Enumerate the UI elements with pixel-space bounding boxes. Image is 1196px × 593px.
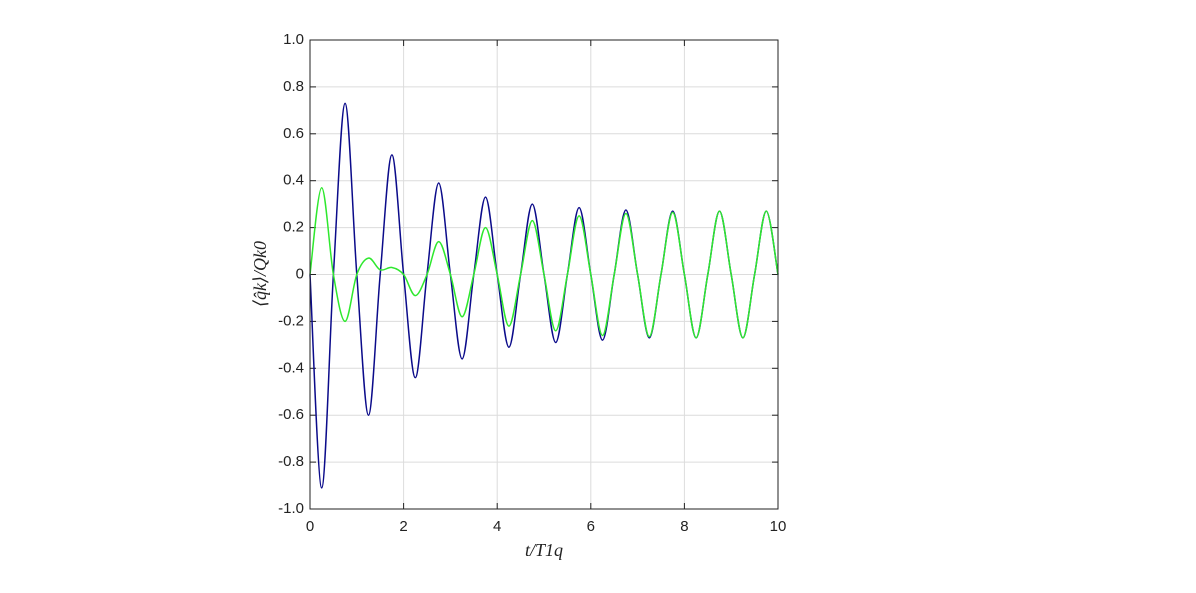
y-tick-label: 0.8 <box>283 78 304 95</box>
x-tick-label: 6 <box>587 518 595 535</box>
y-tick-label: 0.4 <box>283 172 304 189</box>
x-tick-label: 8 <box>680 518 688 535</box>
x-tick-label: 4 <box>493 518 501 535</box>
plot-frame <box>309 39 779 510</box>
y-tick-label: -0.2 <box>278 312 304 329</box>
series-line <box>309 102 779 489</box>
series-line <box>309 186 779 339</box>
y-tick-label: 1.0 <box>283 31 304 48</box>
y-tick-label: 0.6 <box>283 125 304 142</box>
y-axis-label: ⟨q̂k⟩/Qk0 <box>250 241 270 307</box>
y-tick-label: 0.2 <box>283 219 304 236</box>
y-tick-label: -0.8 <box>278 453 304 470</box>
y-tick-label: -0.4 <box>278 359 304 376</box>
y-tick-label: 0 <box>296 265 304 282</box>
y-tick-label: -0.6 <box>278 406 304 423</box>
y-tick-label: -1.0 <box>278 500 304 517</box>
x-axis-label: t/T1q <box>525 540 563 560</box>
x-tick-label: 0 <box>306 518 314 535</box>
x-tick-label: 2 <box>399 518 407 535</box>
x-tick-label: 10 <box>770 518 787 535</box>
